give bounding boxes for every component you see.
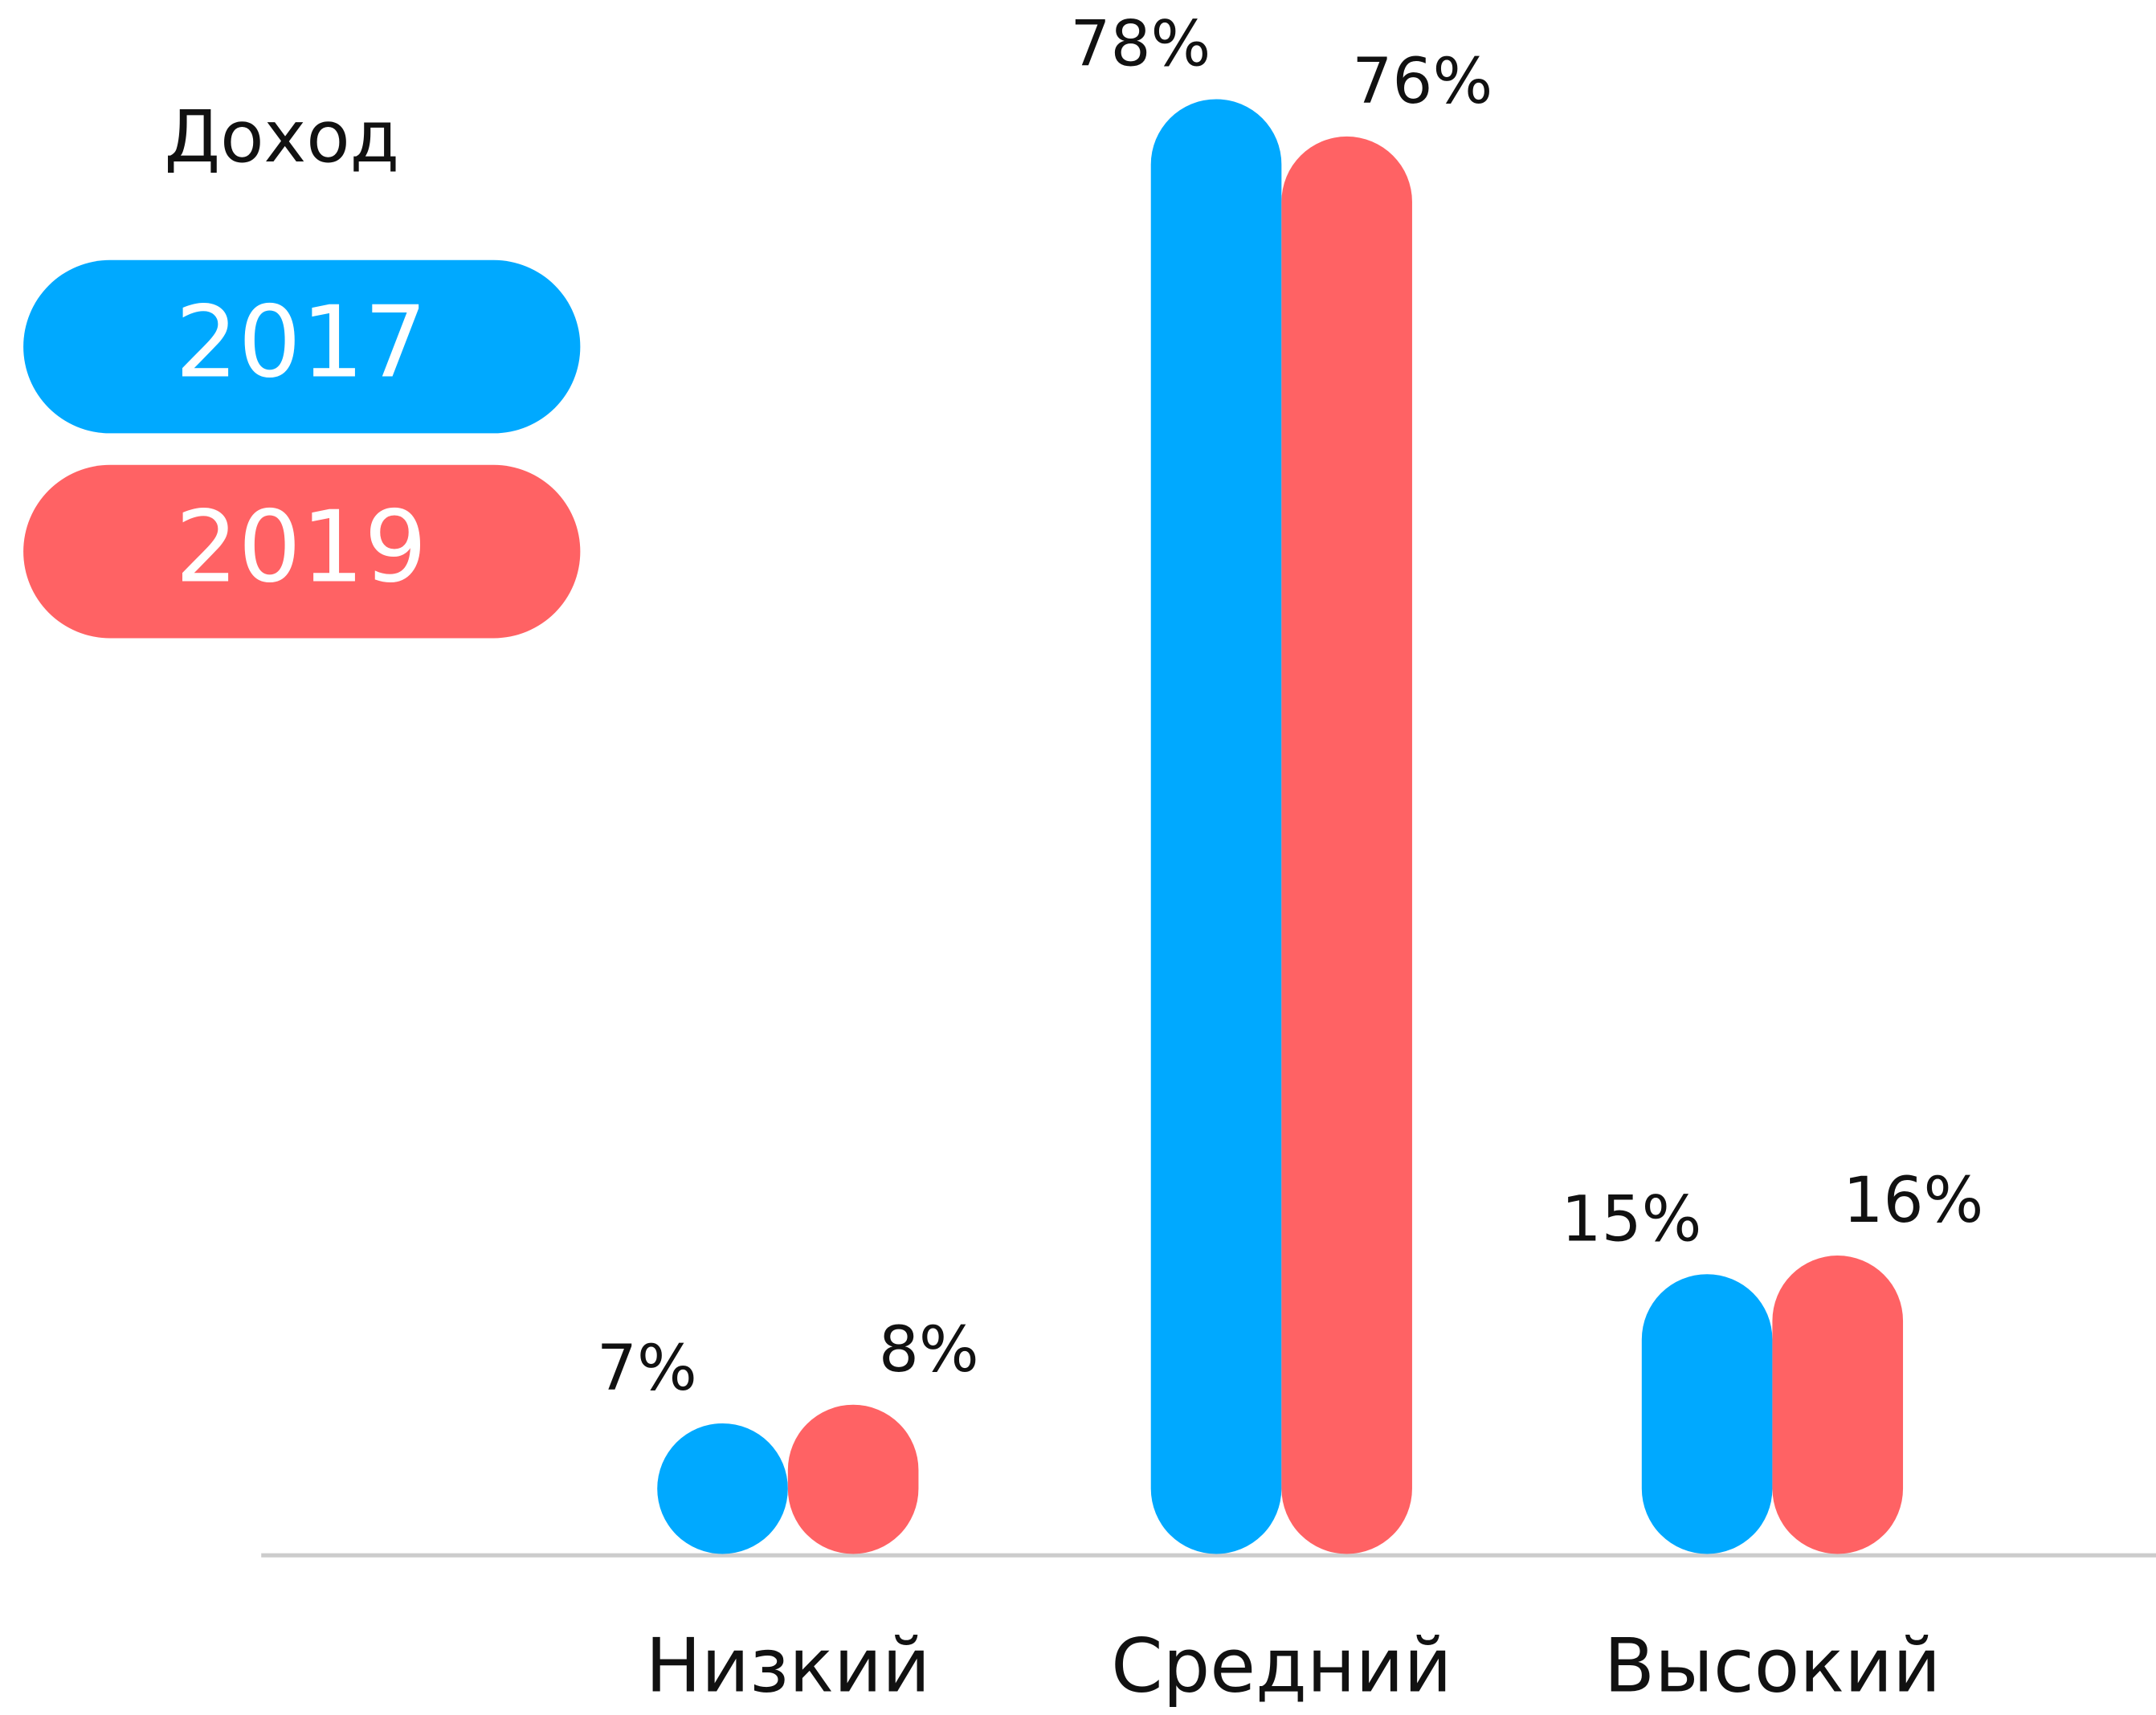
bar [1772, 1256, 1904, 1554]
legend-label: 2017 [175, 286, 427, 401]
bar [1641, 1274, 1773, 1554]
value-label: 78% [1070, 7, 1211, 81]
bar [787, 1404, 919, 1554]
legend-swatch [23, 464, 581, 639]
bar [1281, 136, 1412, 1554]
bar [1150, 99, 1282, 1554]
value-label: 7% [597, 1331, 697, 1405]
value-label: 16% [1843, 1163, 1983, 1237]
x-tick-label: Высокий [1604, 1622, 1942, 1709]
legend-label: 2019 [175, 491, 427, 606]
x-tick-label: Средний [1111, 1622, 1452, 1709]
bar [657, 1423, 788, 1554]
value-label: 15% [1561, 1182, 1701, 1256]
value-label: 76% [1352, 44, 1492, 118]
x-tick-label: Низкий [645, 1622, 930, 1709]
legend-title: Доход [165, 95, 400, 178]
value-label: 8% [879, 1313, 979, 1386]
legend-swatch [23, 259, 581, 434]
